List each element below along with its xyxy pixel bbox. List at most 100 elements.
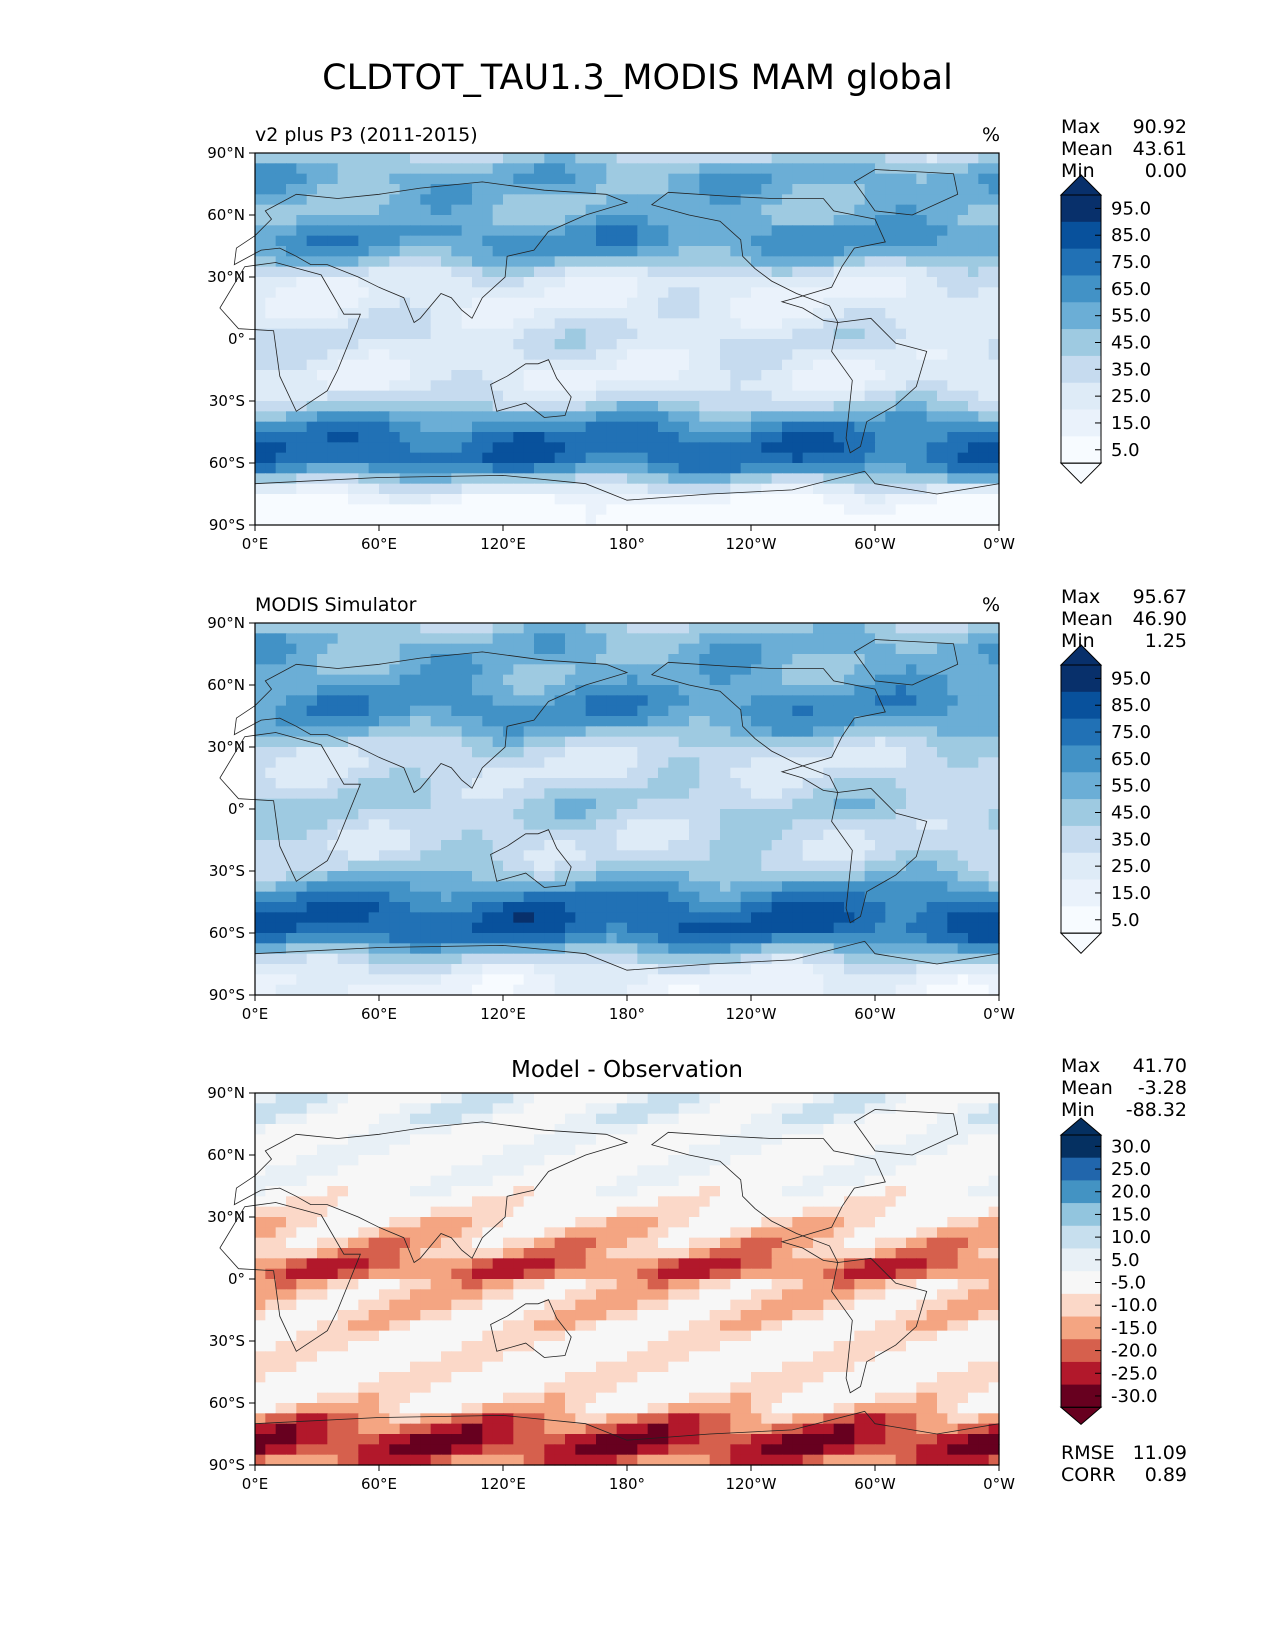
map-cell xyxy=(327,674,339,686)
map-cell xyxy=(482,380,494,392)
map-cell xyxy=(554,654,566,665)
map-cell xyxy=(430,204,442,216)
map-cell xyxy=(286,726,297,738)
map-cell xyxy=(461,716,473,727)
map-cell xyxy=(430,747,442,758)
map-cell xyxy=(833,695,845,707)
map-cell xyxy=(482,943,494,955)
map-cell xyxy=(410,695,421,707)
map-cell xyxy=(306,778,318,789)
map-cell xyxy=(844,798,855,810)
map-cell xyxy=(864,204,876,216)
map-cell xyxy=(926,850,938,862)
map-cell xyxy=(833,452,845,464)
map-cell xyxy=(472,891,483,903)
map-cell xyxy=(544,163,556,175)
map-cell xyxy=(430,370,442,381)
map-cell xyxy=(461,798,473,810)
map-cell xyxy=(358,819,370,831)
map-cell xyxy=(296,809,308,820)
map-cell xyxy=(410,871,421,882)
map-cell xyxy=(792,840,804,851)
map-cell xyxy=(430,246,442,257)
map-cell xyxy=(864,788,876,800)
map-cell xyxy=(771,747,783,758)
map-cell xyxy=(699,153,711,164)
map-cell xyxy=(988,225,1000,237)
map-cell xyxy=(854,705,866,717)
map-cell xyxy=(761,308,773,319)
map-cell xyxy=(906,266,917,278)
map-cell xyxy=(658,432,669,443)
map-cell xyxy=(368,297,380,309)
map-cell xyxy=(709,726,721,738)
map-cell xyxy=(513,204,525,216)
map-cell xyxy=(844,287,855,299)
map-cell xyxy=(885,902,897,913)
map-cell xyxy=(461,204,473,216)
map-cell xyxy=(296,860,308,872)
map-cell xyxy=(368,871,380,882)
map-cell xyxy=(286,318,297,330)
map-cell xyxy=(420,256,432,268)
map-cell xyxy=(255,235,266,247)
map-cell xyxy=(740,277,752,288)
map-cell xyxy=(306,153,318,164)
map-cell xyxy=(978,912,990,924)
map-cell xyxy=(864,860,876,872)
map-cell xyxy=(410,287,421,299)
map-cell xyxy=(678,235,690,247)
map-cell xyxy=(844,664,855,676)
map-cell xyxy=(802,432,814,443)
map-cell xyxy=(637,421,649,433)
map-cell xyxy=(699,674,711,686)
map-cell xyxy=(399,705,411,717)
map-cell xyxy=(255,442,266,454)
map-cell xyxy=(751,705,762,717)
map-cell xyxy=(916,736,928,748)
map-cell xyxy=(296,798,308,810)
map-cell xyxy=(978,390,990,402)
map-cell xyxy=(513,401,525,412)
map-cell xyxy=(751,798,762,810)
map-cell xyxy=(616,747,628,758)
map-cell xyxy=(430,891,442,903)
map-cell xyxy=(399,421,411,433)
map-cell xyxy=(854,695,866,707)
map-cell xyxy=(689,370,700,381)
map-cell xyxy=(286,809,297,820)
map-cell xyxy=(606,757,618,769)
map-cell xyxy=(523,633,535,645)
map-cell xyxy=(678,809,690,820)
map-cell xyxy=(668,623,680,634)
map-cell xyxy=(730,359,742,371)
map-cell xyxy=(306,850,318,862)
map-cell xyxy=(286,421,297,433)
map-cell xyxy=(399,850,411,862)
map-cell xyxy=(968,819,979,831)
map-cell xyxy=(348,287,359,299)
map-cell xyxy=(441,287,452,299)
map-cell xyxy=(472,902,483,913)
map-cell xyxy=(255,798,266,810)
map-cell xyxy=(957,850,969,862)
map-cell xyxy=(668,473,680,485)
map-cell xyxy=(782,757,793,769)
map-cell xyxy=(627,716,638,727)
map-cell xyxy=(906,401,917,412)
map-cell xyxy=(802,788,814,800)
map-cell xyxy=(689,514,700,526)
map-cell xyxy=(988,685,1000,696)
map-cell xyxy=(957,204,969,216)
map-cell xyxy=(317,256,328,268)
map-cell xyxy=(265,809,277,820)
map-cell xyxy=(306,287,318,299)
map-cell xyxy=(689,204,700,216)
map-cell xyxy=(451,881,463,893)
map-cell xyxy=(916,757,928,769)
map-cell xyxy=(782,390,793,402)
map-cell xyxy=(534,194,545,206)
map-cell xyxy=(978,860,990,872)
map-cell xyxy=(317,809,328,820)
map-cell xyxy=(854,246,866,257)
